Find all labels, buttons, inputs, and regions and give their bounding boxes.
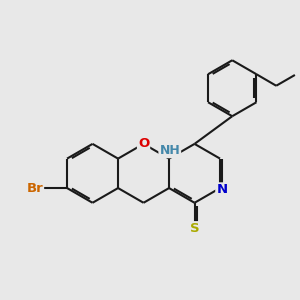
Text: N: N — [216, 183, 227, 196]
Text: O: O — [138, 137, 149, 150]
Text: Br: Br — [26, 182, 43, 195]
Text: S: S — [190, 222, 200, 235]
Text: NH: NH — [159, 144, 180, 157]
